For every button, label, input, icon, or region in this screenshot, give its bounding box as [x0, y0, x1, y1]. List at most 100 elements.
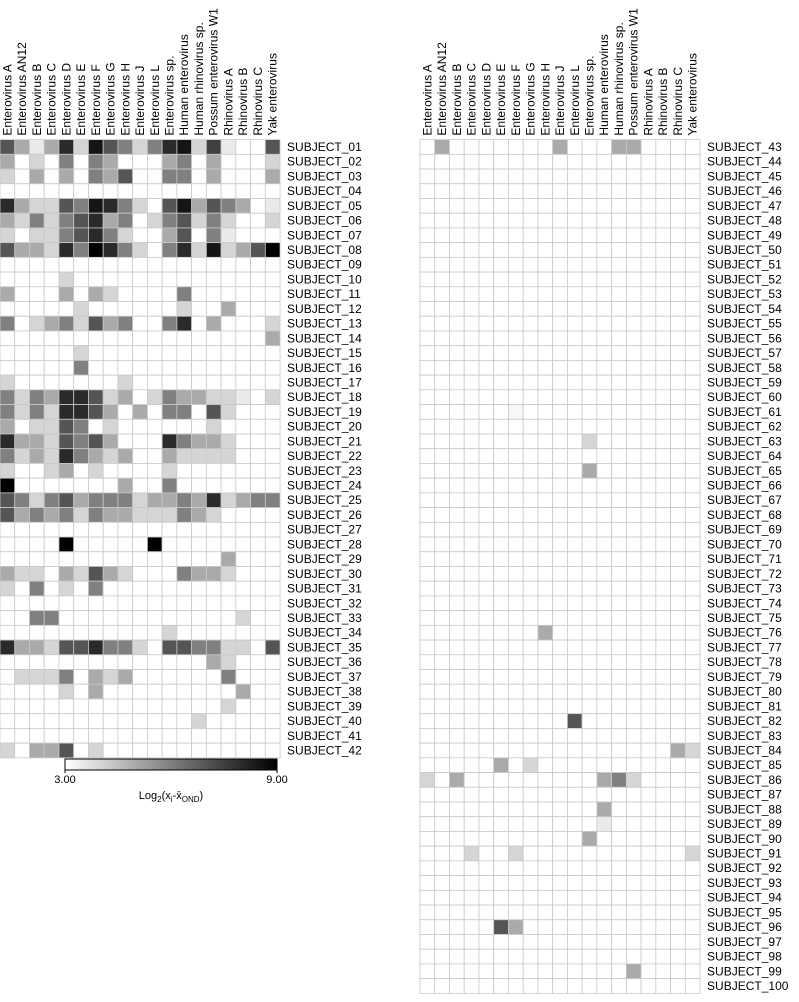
empty-cell [537, 831, 554, 847]
empty-cell [596, 595, 613, 612]
empty-cell [14, 153, 30, 170]
empty-cell [670, 978, 686, 994]
row-label: SUBJECT_33 [287, 611, 362, 625]
empty-cell [205, 374, 222, 391]
heat-cell [235, 389, 251, 405]
empty-cell [449, 757, 465, 773]
empty-cell [611, 345, 627, 361]
empty-cell [43, 521, 60, 538]
heat-cell [88, 227, 104, 244]
heat-cell [58, 566, 75, 582]
empty-cell [493, 492, 509, 509]
empty-cell [220, 595, 237, 612]
row-label: SUBJECT_77 [707, 640, 782, 654]
empty-cell [102, 654, 119, 670]
empty-cell [493, 256, 509, 273]
empty-cell [14, 227, 30, 244]
empty-cell [581, 786, 598, 803]
empty-cell [596, 448, 613, 464]
empty-cell [522, 198, 539, 214]
row-label: SUBJECT_25 [287, 493, 362, 507]
row-label: SUBJECT_32 [287, 596, 362, 610]
empty-cell [29, 728, 45, 744]
empty-cell [0, 713, 16, 729]
empty-cell [684, 728, 701, 744]
empty-cell [670, 669, 686, 685]
empty-cell [611, 904, 627, 921]
empty-cell [419, 374, 436, 391]
empty-cell [611, 845, 627, 862]
column-label: Enterovirus H [538, 63, 552, 136]
heat-cell [176, 227, 193, 244]
heat-cell [43, 610, 60, 626]
empty-cell [537, 934, 554, 950]
heat-cell [43, 315, 60, 332]
heat-cell [684, 845, 701, 862]
empty-cell [235, 404, 251, 420]
empty-cell [567, 477, 583, 494]
empty-cell [29, 286, 45, 302]
heat-cell [102, 448, 119, 464]
empty-cell [434, 242, 450, 258]
empty-cell [176, 669, 193, 685]
empty-cell [567, 845, 583, 862]
empty-cell [493, 374, 509, 391]
empty-cell [537, 168, 554, 185]
empty-cell [581, 153, 598, 170]
empty-cell [88, 624, 104, 641]
empty-cell [478, 256, 495, 273]
empty-cell [655, 359, 671, 376]
empty-cell [88, 654, 104, 670]
column-label: Rhinovirus B [656, 68, 670, 136]
empty-cell [250, 433, 266, 450]
empty-cell [596, 742, 613, 759]
empty-cell [478, 271, 495, 288]
heat-cell [264, 212, 281, 229]
empty-cell [132, 624, 148, 641]
empty-cell [250, 728, 266, 744]
empty-cell [161, 669, 178, 685]
empty-cell [14, 521, 30, 538]
empty-cell [463, 875, 480, 891]
empty-cell [522, 404, 539, 420]
empty-cell [250, 153, 266, 170]
empty-cell [73, 463, 89, 479]
heat-cell [508, 919, 524, 935]
empty-cell [670, 698, 686, 715]
empty-cell [235, 580, 251, 597]
empty-cell [449, 433, 465, 450]
empty-cell [670, 624, 686, 641]
empty-cell [552, 418, 568, 435]
row-label: SUBJECT_92 [707, 861, 782, 875]
empty-cell [250, 271, 266, 288]
empty-cell [508, 683, 524, 700]
column-label: Possum enterovirus W1 [627, 8, 641, 136]
heat-cell [205, 654, 222, 670]
row-label: SUBJECT_17 [287, 375, 362, 389]
empty-cell [478, 845, 495, 862]
empty-cell [419, 198, 436, 214]
heat-cell [73, 212, 89, 229]
empty-cell [522, 507, 539, 523]
empty-cell [235, 669, 251, 685]
empty-cell [132, 683, 148, 700]
empty-cell [161, 551, 178, 567]
heat-cell [235, 242, 251, 258]
row-label: SUBJECT_19 [287, 405, 362, 419]
empty-cell [684, 624, 701, 641]
empty-cell [581, 374, 598, 391]
heat-cell [161, 315, 178, 332]
empty-cell [508, 580, 524, 597]
empty-cell [552, 978, 568, 994]
empty-cell [611, 374, 627, 391]
empty-cell [250, 463, 266, 479]
empty-cell [625, 551, 642, 567]
empty-cell [655, 654, 671, 670]
empty-cell [419, 683, 436, 700]
empty-cell [581, 477, 598, 494]
empty-cell [463, 507, 480, 523]
empty-cell [567, 654, 583, 670]
empty-cell [117, 359, 134, 376]
empty-cell [508, 772, 524, 788]
empty-cell [611, 669, 627, 685]
